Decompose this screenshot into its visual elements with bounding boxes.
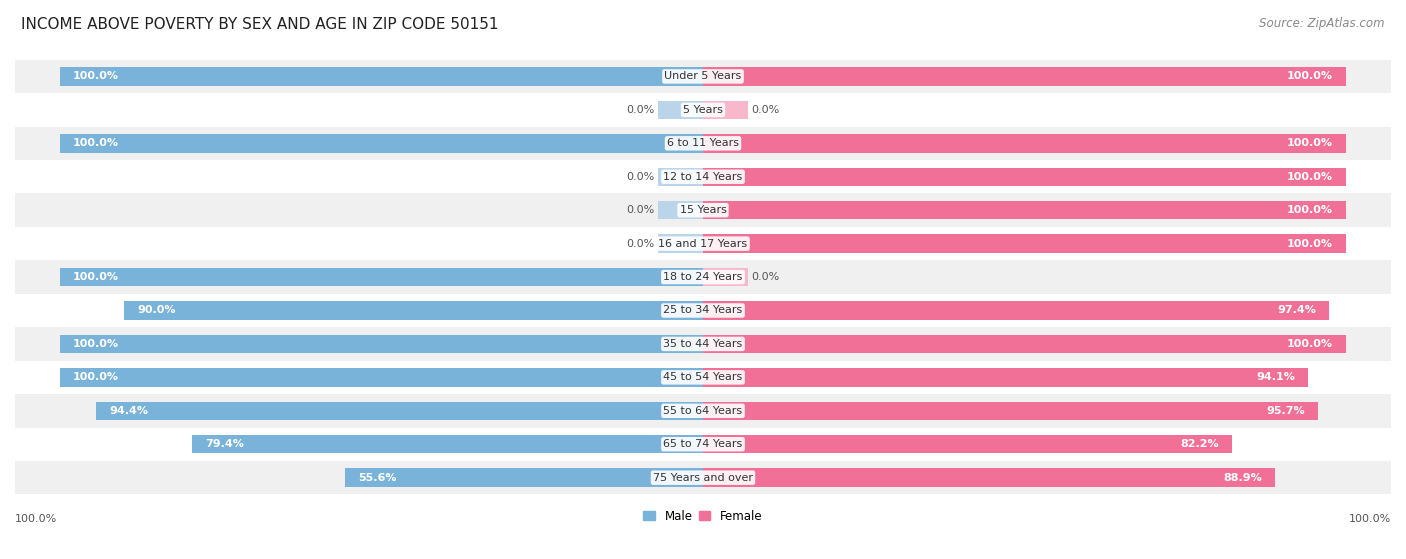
Text: 100.0%: 100.0% (73, 372, 120, 382)
Bar (15, 260, 1391, 294)
Bar (703, 401, 1319, 420)
Bar (15, 428, 1391, 461)
Bar (703, 268, 748, 286)
Text: 12 to 14 Years: 12 to 14 Years (664, 172, 742, 182)
Text: 45 to 54 Years: 45 to 54 Years (664, 372, 742, 382)
Bar (703, 335, 1346, 353)
Bar (703, 435, 1232, 453)
Text: 100.0%: 100.0% (73, 72, 120, 82)
Bar (15, 93, 1391, 126)
Bar (703, 368, 1308, 387)
Text: 100.0%: 100.0% (1286, 339, 1333, 349)
Bar (60, 335, 703, 353)
Bar (15, 60, 1391, 93)
Text: 75 Years and over: 75 Years and over (652, 473, 754, 482)
Text: 35 to 44 Years: 35 to 44 Years (664, 339, 742, 349)
Text: 90.0%: 90.0% (138, 306, 176, 315)
Bar (60, 268, 703, 286)
Bar (15, 461, 1391, 494)
Text: 25 to 34 Years: 25 to 34 Years (664, 306, 742, 315)
Bar (346, 468, 703, 487)
Bar (703, 168, 1346, 186)
Text: 82.2%: 82.2% (1180, 439, 1219, 449)
Bar (658, 101, 703, 119)
Bar (15, 294, 1391, 327)
Text: 18 to 24 Years: 18 to 24 Years (664, 272, 742, 282)
Bar (193, 435, 703, 453)
Bar (658, 201, 703, 219)
Bar (15, 327, 1391, 361)
Text: 100.0%: 100.0% (1286, 239, 1333, 249)
Bar (60, 134, 703, 153)
Text: 94.1%: 94.1% (1257, 372, 1295, 382)
Text: Source: ZipAtlas.com: Source: ZipAtlas.com (1260, 17, 1385, 30)
Text: 100.0%: 100.0% (1348, 514, 1391, 524)
Text: 0.0%: 0.0% (627, 205, 655, 215)
Text: 100.0%: 100.0% (1286, 138, 1333, 148)
Text: 94.4%: 94.4% (108, 406, 148, 416)
Bar (124, 301, 703, 320)
Bar (96, 401, 703, 420)
Bar (703, 201, 1346, 219)
Text: 100.0%: 100.0% (1286, 172, 1333, 182)
Bar (60, 368, 703, 387)
Bar (703, 234, 1346, 253)
Text: 100.0%: 100.0% (15, 514, 58, 524)
Text: 100.0%: 100.0% (1286, 72, 1333, 82)
Bar (15, 160, 1391, 193)
Bar (15, 193, 1391, 227)
Text: 0.0%: 0.0% (627, 105, 655, 115)
Bar (703, 67, 1346, 86)
Text: 88.9%: 88.9% (1223, 473, 1261, 482)
Text: 0.0%: 0.0% (751, 105, 779, 115)
Bar (703, 301, 1329, 320)
Bar (60, 67, 703, 86)
Bar (703, 468, 1275, 487)
Bar (15, 361, 1391, 394)
Text: 15 Years: 15 Years (679, 205, 727, 215)
Bar (15, 227, 1391, 260)
Text: 0.0%: 0.0% (751, 272, 779, 282)
Bar (15, 126, 1391, 160)
Text: 100.0%: 100.0% (73, 339, 120, 349)
Bar (658, 234, 703, 253)
Bar (658, 168, 703, 186)
Text: 55.6%: 55.6% (359, 473, 396, 482)
Legend: Male, Female: Male, Female (638, 505, 768, 528)
Text: INCOME ABOVE POVERTY BY SEX AND AGE IN ZIP CODE 50151: INCOME ABOVE POVERTY BY SEX AND AGE IN Z… (21, 17, 499, 32)
Text: 16 and 17 Years: 16 and 17 Years (658, 239, 748, 249)
Text: 97.4%: 97.4% (1278, 306, 1316, 315)
Text: 79.4%: 79.4% (205, 439, 245, 449)
Text: 6 to 11 Years: 6 to 11 Years (666, 138, 740, 148)
Text: 55 to 64 Years: 55 to 64 Years (664, 406, 742, 416)
Text: 5 Years: 5 Years (683, 105, 723, 115)
Text: 95.7%: 95.7% (1267, 406, 1306, 416)
Bar (703, 101, 748, 119)
Text: 100.0%: 100.0% (73, 138, 120, 148)
Text: 100.0%: 100.0% (73, 272, 120, 282)
Text: 65 to 74 Years: 65 to 74 Years (664, 439, 742, 449)
Text: Under 5 Years: Under 5 Years (665, 72, 741, 82)
Bar (703, 134, 1346, 153)
Text: 0.0%: 0.0% (627, 172, 655, 182)
Bar (15, 394, 1391, 428)
Text: 100.0%: 100.0% (1286, 205, 1333, 215)
Text: 0.0%: 0.0% (627, 239, 655, 249)
